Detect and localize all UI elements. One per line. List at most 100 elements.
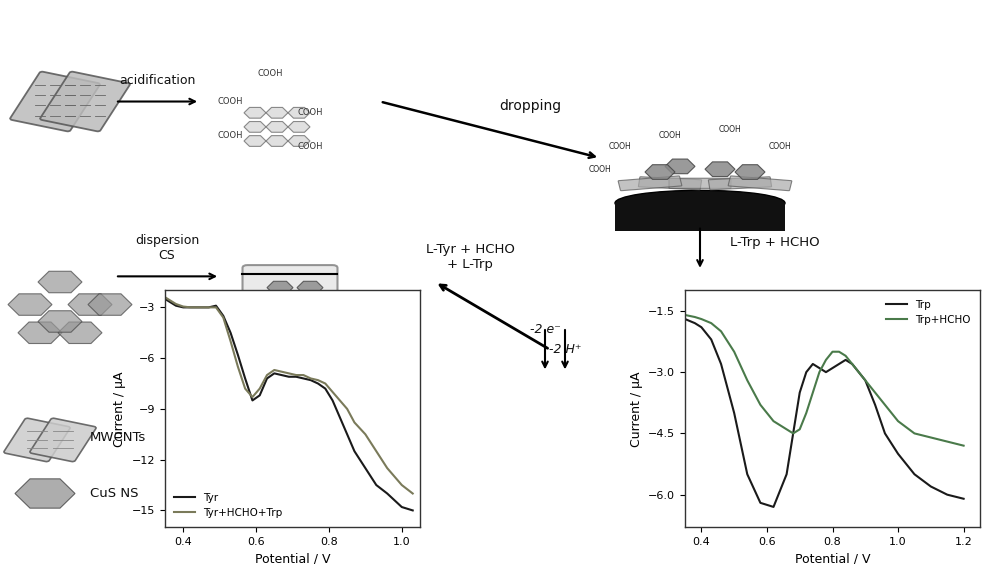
FancyBboxPatch shape	[728, 176, 792, 191]
Trp+HCHO	[879, 402, 891, 408]
Trp	[715, 360, 727, 367]
Tyr+HCHO+Trp	[225, 338, 237, 345]
Polygon shape	[665, 159, 695, 174]
Trp	[689, 320, 701, 327]
Polygon shape	[8, 294, 52, 315]
FancyBboxPatch shape	[708, 177, 772, 190]
Tyr	[290, 373, 302, 380]
Polygon shape	[244, 135, 266, 147]
Polygon shape	[38, 271, 82, 293]
Trp	[813, 365, 825, 372]
Trp	[728, 409, 740, 416]
Tyr+HCHO+Trp	[254, 385, 266, 392]
Tyr	[396, 504, 408, 510]
Trp	[695, 324, 707, 331]
Text: -2 e⁻: -2 e⁻	[530, 323, 560, 337]
Trp+HCHO	[840, 352, 852, 359]
Trp	[679, 316, 691, 323]
Text: -2 H⁺: -2 H⁺	[549, 343, 581, 356]
Trp	[859, 377, 871, 384]
Trp	[958, 495, 970, 502]
Polygon shape	[257, 298, 283, 311]
Y-axis label: Current / μA: Current / μA	[630, 371, 643, 447]
Trp+HCHO	[958, 442, 970, 449]
Trp+HCHO	[941, 438, 953, 445]
Tyr+HCHO+Trp	[217, 314, 229, 321]
Tyr	[381, 490, 393, 497]
Polygon shape	[288, 107, 310, 118]
Trp+HCHO	[833, 349, 845, 355]
FancyBboxPatch shape	[10, 72, 100, 131]
Tyr+HCHO+Trp	[239, 385, 251, 392]
Trp+HCHO	[859, 377, 871, 384]
Tyr+HCHO+Trp	[370, 448, 382, 455]
FancyBboxPatch shape	[4, 418, 70, 461]
Polygon shape	[267, 281, 293, 294]
Trp	[794, 389, 806, 396]
Trp	[853, 369, 865, 376]
Tyr	[327, 397, 339, 404]
Tyr	[359, 465, 371, 472]
Polygon shape	[297, 281, 323, 294]
Tyr	[261, 375, 273, 382]
Tyr+HCHO+Trp	[348, 419, 360, 426]
Trp+HCHO	[705, 320, 717, 327]
Trp	[869, 402, 881, 408]
Text: COOH: COOH	[297, 108, 323, 117]
Tyr	[239, 375, 251, 382]
Trp	[781, 471, 793, 478]
Text: CuS NS: CuS NS	[90, 487, 138, 500]
Polygon shape	[88, 294, 132, 315]
Tyr	[319, 385, 331, 392]
Tyr+HCHO+Trp	[327, 389, 339, 395]
Text: dispersion
CS: dispersion CS	[135, 234, 199, 262]
Text: COOH: COOH	[297, 142, 323, 151]
Text: COOH: COOH	[217, 131, 243, 140]
Polygon shape	[735, 165, 765, 179]
Trp+HCHO	[787, 430, 799, 437]
Trp	[820, 369, 832, 376]
Tyr	[305, 377, 317, 384]
Trp+HCHO	[768, 418, 780, 425]
Trp+HCHO	[820, 356, 832, 363]
FancyBboxPatch shape	[242, 265, 337, 321]
Bar	[615, 203, 785, 231]
Polygon shape	[288, 135, 310, 147]
Tyr	[276, 372, 288, 378]
Polygon shape	[705, 162, 735, 177]
Trp	[908, 471, 920, 478]
Tyr+HCHO+Trp	[268, 367, 280, 373]
Tyr	[225, 329, 237, 336]
Tyr	[177, 304, 189, 311]
Tyr+HCHO+Trp	[305, 375, 317, 382]
Text: MWCNTs: MWCNTs	[90, 430, 146, 444]
Tyr+HCHO+Trp	[246, 394, 258, 400]
Ellipse shape	[615, 191, 785, 216]
Tyr	[170, 302, 182, 309]
Trp	[705, 336, 717, 343]
Text: L-Tyr + HCHO
+ L-Trp: L-Tyr + HCHO + L-Trp	[426, 243, 514, 271]
Trp+HCHO	[800, 409, 812, 416]
Polygon shape	[58, 322, 102, 343]
FancyBboxPatch shape	[30, 418, 96, 461]
Tyr+HCHO+Trp	[170, 301, 182, 307]
Tyr+HCHO+Trp	[359, 431, 371, 438]
Tyr	[341, 431, 353, 438]
FancyBboxPatch shape	[40, 72, 130, 131]
Trp+HCHO	[869, 389, 881, 396]
Line: Trp: Trp	[685, 319, 964, 507]
Trp+HCHO	[781, 426, 793, 433]
Polygon shape	[15, 479, 75, 508]
Trp+HCHO	[741, 377, 753, 384]
Tyr+HCHO+Trp	[407, 490, 419, 497]
Tyr+HCHO+Trp	[195, 304, 207, 311]
Polygon shape	[38, 311, 82, 332]
Tyr	[254, 392, 266, 399]
FancyBboxPatch shape	[669, 178, 731, 188]
Tyr+HCHO+Trp	[276, 368, 288, 375]
Text: L-Trp + HCHO: L-Trp + HCHO	[730, 236, 820, 249]
Trp+HCHO	[689, 314, 701, 320]
Tyr+HCHO+Trp	[203, 304, 215, 311]
Trp	[846, 360, 858, 367]
Trp+HCHO	[908, 430, 920, 437]
